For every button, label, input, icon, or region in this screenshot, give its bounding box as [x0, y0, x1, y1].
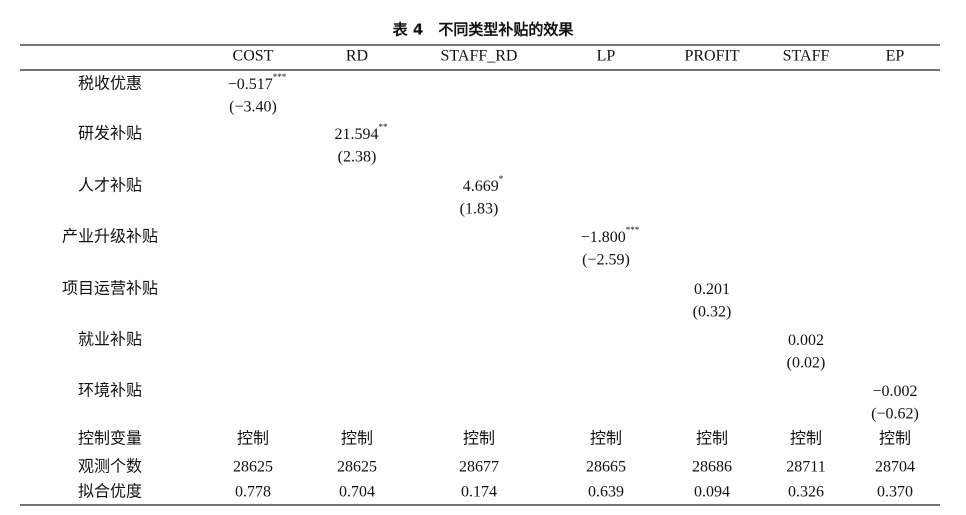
t-statistic: (0.02)	[787, 355, 826, 372]
coefficient-value: 4.669	[463, 178, 499, 195]
significance-stars: **	[379, 122, 389, 132]
cell: 28686	[692, 459, 732, 476]
cell: 28704	[875, 459, 915, 476]
cell: 28711	[786, 459, 825, 476]
cell: 控制	[696, 430, 728, 448]
coefficient: 0.002	[788, 332, 824, 349]
cell: 28625	[233, 459, 273, 476]
coefficient-value: 0.201	[694, 281, 730, 298]
column-header: COST	[233, 48, 274, 65]
cell: 0.778	[235, 484, 271, 501]
cell: 0.174	[461, 484, 497, 501]
cell: 28625	[337, 459, 377, 476]
column-header: RD	[346, 48, 368, 65]
significance-stars: ***	[626, 225, 640, 235]
coefficient: −1.800***	[581, 225, 640, 246]
row-label: 人才补贴	[78, 177, 142, 195]
coefficient: 0.201	[694, 281, 730, 298]
t-statistic: (1.83)	[460, 201, 499, 218]
cell: 28677	[459, 459, 499, 476]
row-label: 产业升级补贴	[62, 228, 158, 246]
t-statistic: (0.32)	[693, 304, 732, 321]
cell: 0.639	[588, 484, 624, 501]
coefficient: 21.594**	[335, 122, 389, 143]
cell: 控制	[879, 430, 911, 448]
cell: 0.326	[788, 484, 824, 501]
column-header: EP	[886, 48, 905, 65]
cell: 0.094	[694, 484, 730, 501]
coefficient-value: −0.517	[228, 76, 273, 93]
row-label: 研发补贴	[78, 125, 142, 143]
coefficient: −0.517***	[228, 72, 287, 93]
significance-stars: *	[499, 174, 504, 184]
cell: 控制	[590, 430, 622, 448]
table-title: 表 4 不同类型补贴的效果	[393, 21, 575, 39]
significance-stars: ***	[273, 72, 287, 82]
coefficient-value: −1.800	[581, 229, 626, 246]
column-header: STAFF_RD	[441, 48, 518, 65]
row-label: 控制变量	[78, 430, 142, 448]
cell: 28665	[586, 459, 626, 476]
cell: 控制	[237, 430, 269, 448]
cell: 0.370	[877, 484, 913, 501]
column-header: LP	[597, 48, 616, 65]
column-header: STAFF	[783, 48, 830, 65]
row-label: 税收优惠	[78, 75, 142, 93]
row-label: 项目运营补贴	[62, 280, 158, 298]
column-header: PROFIT	[684, 48, 739, 65]
t-statistic: (−3.40)	[229, 99, 277, 116]
row-label: 就业补贴	[78, 331, 142, 349]
coefficient-value: 21.594	[335, 126, 379, 143]
coefficient: 4.669*	[463, 174, 504, 195]
cell: 控制	[790, 430, 822, 448]
cell: 控制	[341, 430, 373, 448]
coefficient-value: 0.002	[788, 332, 824, 349]
coefficient: −0.002	[872, 383, 917, 400]
row-label: 拟合优度	[78, 483, 142, 501]
t-statistic: (2.38)	[338, 149, 377, 166]
coefficient-value: −0.002	[872, 383, 917, 400]
cell: 控制	[463, 430, 495, 448]
t-statistic: (−2.59)	[582, 252, 630, 269]
t-statistic: (−0.62)	[871, 406, 919, 423]
row-label: 观测个数	[78, 458, 142, 476]
row-label: 环境补贴	[78, 381, 142, 400]
cell: 0.704	[339, 484, 375, 501]
